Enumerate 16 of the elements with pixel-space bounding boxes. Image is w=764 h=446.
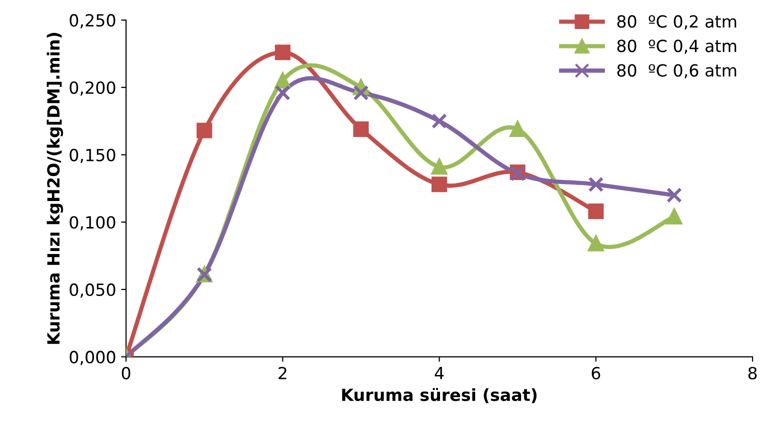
y-tick-label: 0,100 <box>70 216 116 230</box>
x-axis-title: Kuruma süresi (saat) <box>342 388 537 404</box>
x-tick-label: 2 <box>278 366 286 380</box>
x-tick-label: 0 <box>122 366 130 380</box>
y-tick-label: 0,000 <box>70 350 116 366</box>
y-tick-label: 0,250 <box>70 14 116 28</box>
legend-label: 80 ºC 0,4 atm <box>617 40 736 54</box>
x-tick-label: 8 <box>748 366 757 380</box>
y-tick-label: 0,150 <box>70 148 116 164</box>
y-tick-label: 0,200 <box>70 81 116 96</box>
x-tick-label: 6 <box>592 366 600 380</box>
legend-label: 80 ºC 0,6 atm <box>617 64 736 78</box>
legend-label: 80 ºC 0,2 atm <box>617 15 736 30</box>
y-tick-label: 0,050 <box>70 283 116 298</box>
x-tick-label: 4 <box>434 367 444 380</box>
y-axis-title: Kuruma Hızı kgH2O/(kg[DM].min) <box>46 32 64 344</box>
